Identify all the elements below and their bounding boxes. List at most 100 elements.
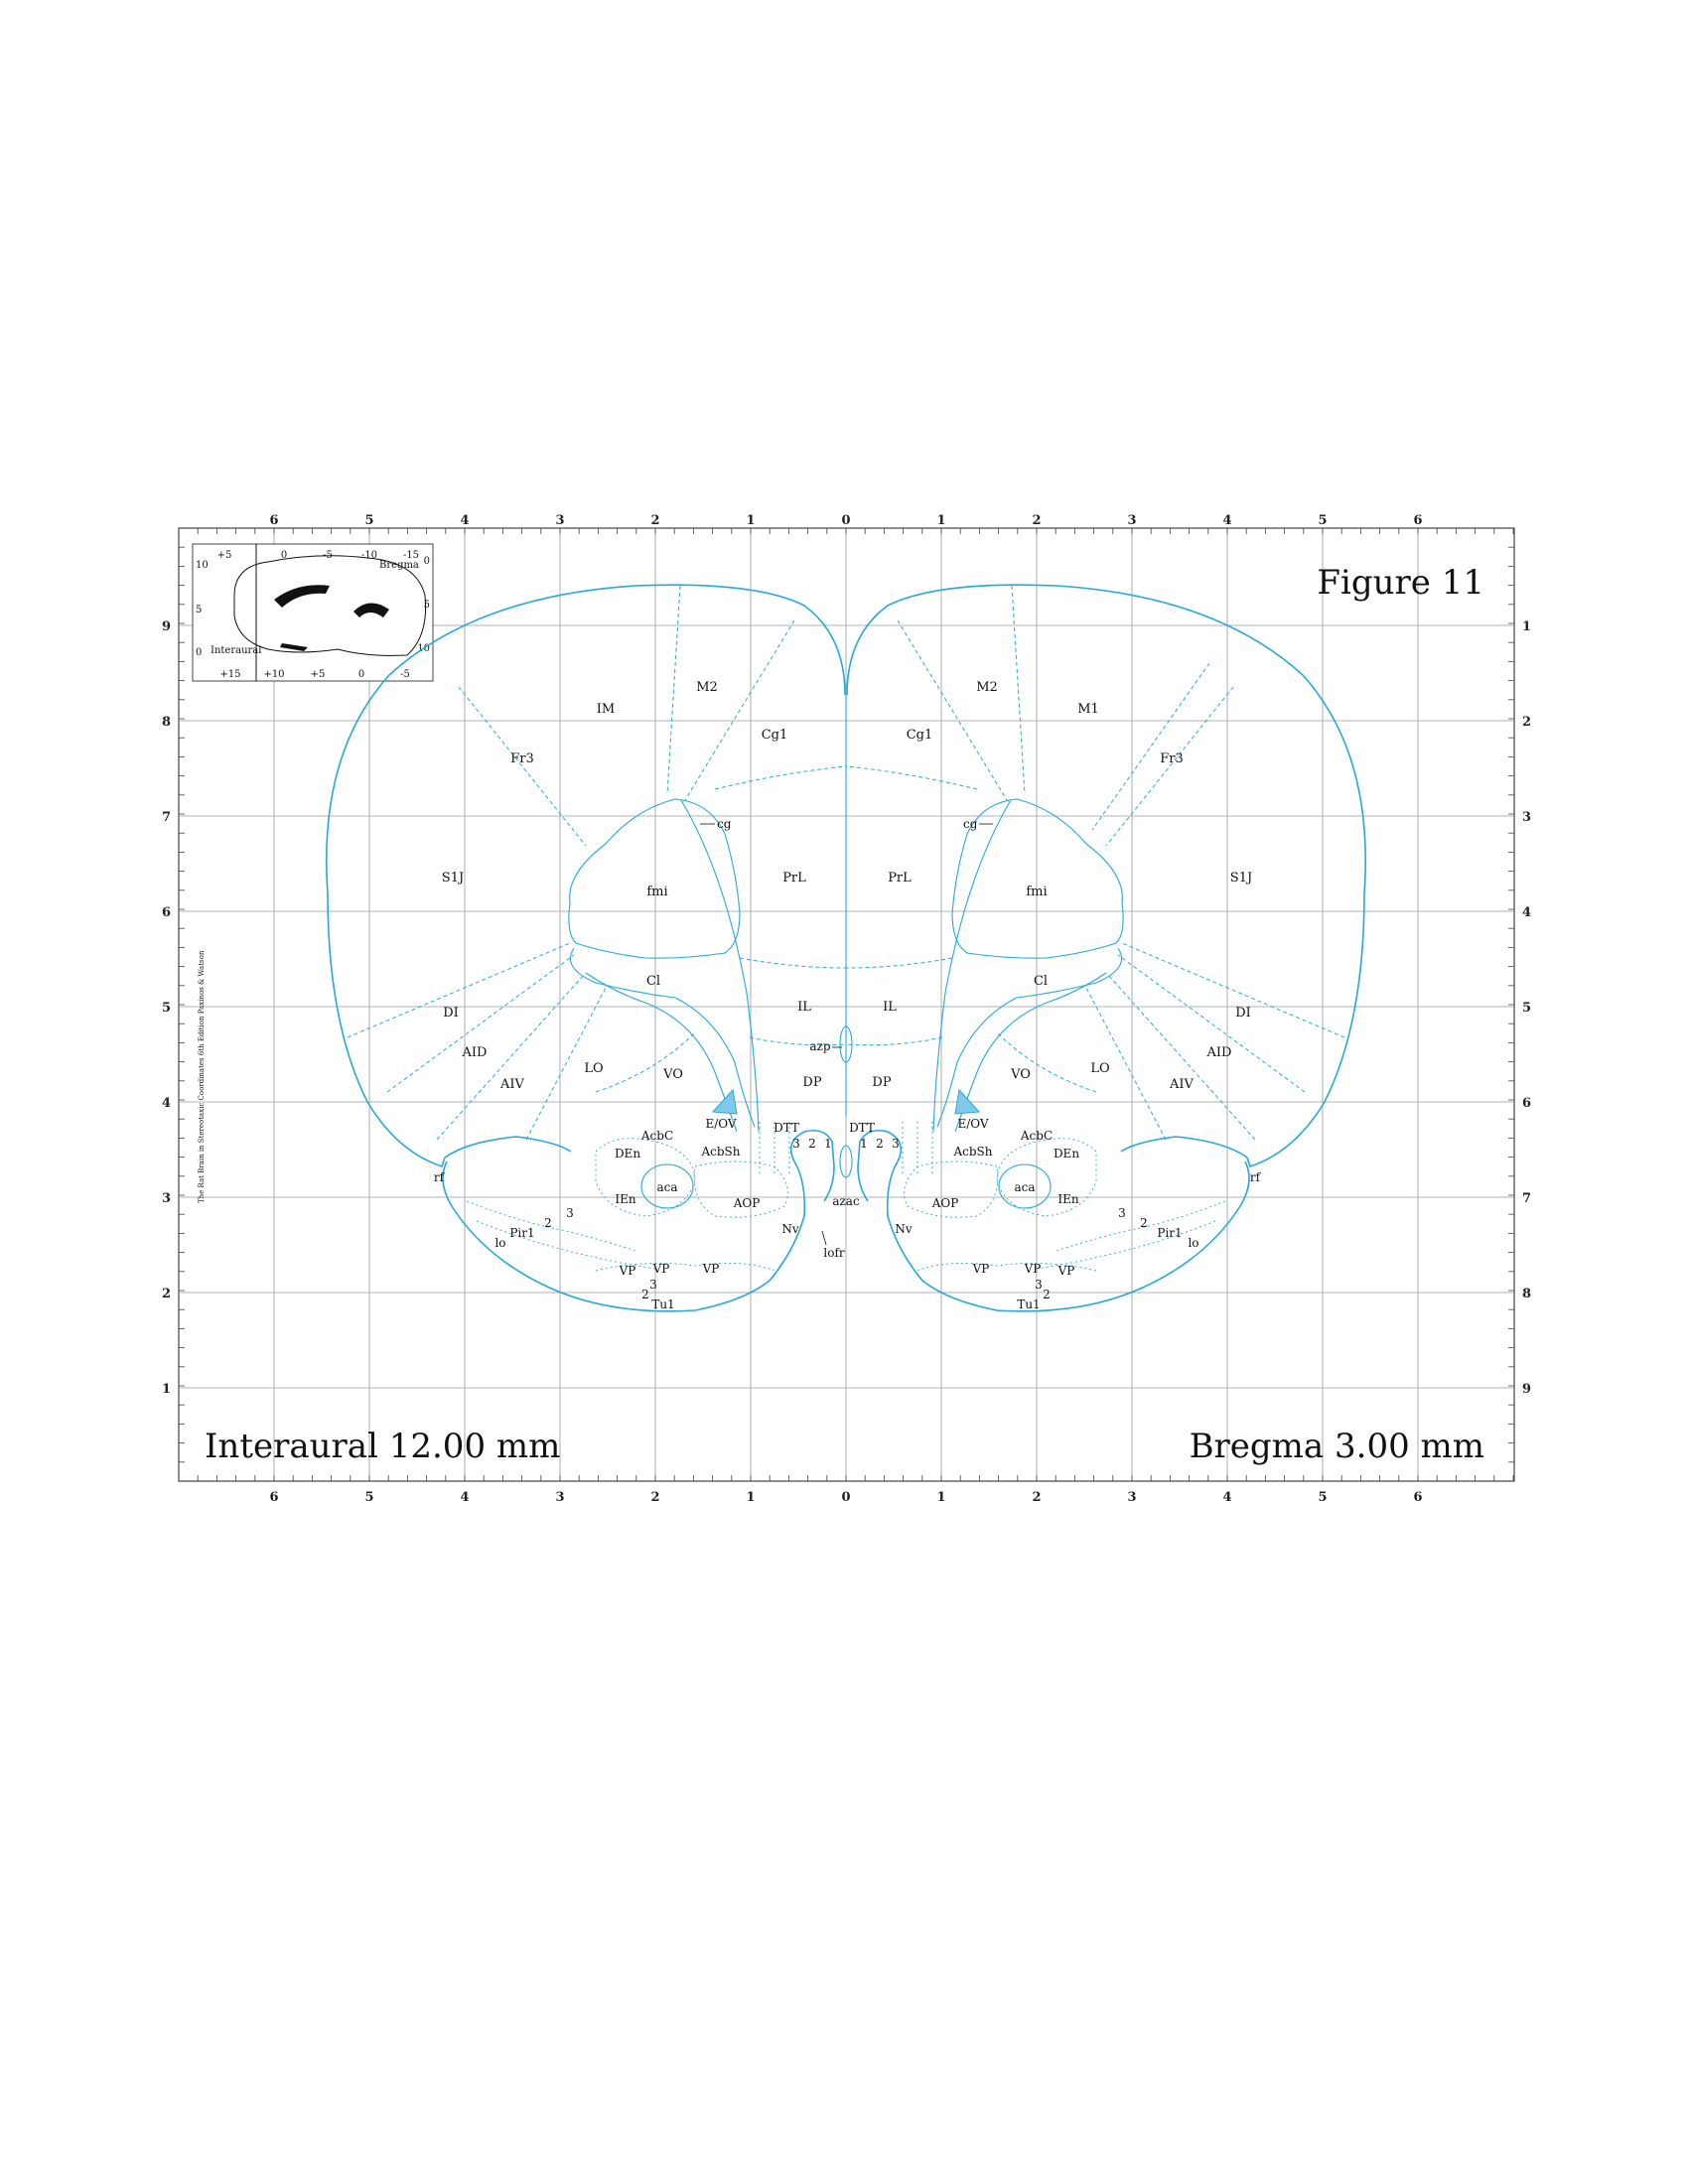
left-vp-row (595, 1262, 775, 1272)
region-label-pir1-right: Pir1 (1157, 1226, 1182, 1240)
inset-left-tick: 10 (196, 560, 209, 571)
figure-title: Figure 11 (1317, 563, 1484, 603)
region-label-m1-right: M1 (1077, 702, 1099, 717)
region-label-vp-2-right: VP (1024, 1262, 1042, 1276)
region-label-s1j-right: S1J (1230, 871, 1252, 886)
region-label-dp-right: DP (872, 1075, 891, 1090)
region-label-cl-right: Cl (1034, 974, 1048, 989)
tu-layer-2: 2 (641, 1288, 649, 1301)
brain-section (325, 584, 1367, 1312)
right-di-boundary (1121, 942, 1345, 1038)
top-tick: 6 (1413, 513, 1422, 528)
right-prl-il-boundary (845, 957, 953, 969)
region-label-eov-right: E/OV (957, 1117, 988, 1131)
region-label-vp-3-right: VP (1057, 1264, 1075, 1278)
left-aca-ellipse (640, 1163, 694, 1209)
inset-top-tick: -10 (361, 550, 377, 561)
region-label-aid: AID (462, 1045, 488, 1060)
bottom-tick: 5 (364, 1490, 373, 1505)
left-cl-band-inner (585, 972, 738, 1133)
region-label-eov: E/OV (705, 1117, 736, 1131)
region-label-cg: cg (717, 817, 732, 831)
region-label-fmi-right: fmi (1026, 885, 1047, 899)
left-tick: 5 (162, 1001, 171, 1016)
right-lo-vo-boundary (1085, 987, 1167, 1141)
left-tick: 1 (162, 1382, 171, 1397)
dtt-layer-1-right: 1 (860, 1137, 868, 1151)
region-label-cg1-right: Cg1 (907, 728, 933, 743)
left-aop-outline (693, 1160, 788, 1218)
interaural-label: Interaural 12.00 mm (205, 1427, 560, 1466)
sagittal-inset: +5 0 -5 -10 -15 +15 +10 +5 0 -5 10 5 0 0… (192, 543, 434, 682)
credit-text: The Rat Brain in Stereotaxic Coordinates… (198, 950, 206, 1203)
left-cg-line (680, 799, 760, 1133)
dtt-layer-1: 1 (824, 1137, 832, 1151)
region-label-di-right: DI (1235, 1006, 1251, 1021)
left-dtt-strip (759, 1122, 790, 1176)
left-region-labels: IM M2 Cg1 Fr3 cg S1J fmi PrL Cl IL DI AI… (434, 680, 832, 1311)
region-label-fr3-right: Fr3 (1160, 751, 1184, 766)
region-label-tu1: Tu1 (651, 1297, 674, 1311)
left-acb-outline (595, 1138, 696, 1217)
region-label-ien: IEn (615, 1192, 636, 1206)
right-acb-outline (996, 1138, 1097, 1217)
inset-top-tick: +5 (217, 550, 232, 561)
region-label-cg1: Cg1 (762, 728, 788, 743)
right-tick: 7 (1522, 1191, 1531, 1206)
region-label-aop: AOP (733, 1196, 761, 1210)
inset-hippocampus (353, 603, 389, 617)
region-label-vp-2: VP (652, 1262, 670, 1276)
bottom-tick: 4 (1222, 1490, 1231, 1505)
left-cg1-prl-boundary (714, 765, 847, 790)
bottom-tick: 5 (1318, 1490, 1327, 1505)
right-tick: 9 (1522, 1382, 1531, 1397)
inset-left-tick: 0 (196, 647, 202, 658)
region-label-vo-right: VO (1010, 1067, 1031, 1082)
right-tick: 4 (1522, 905, 1531, 920)
right-olfactory-outline (857, 1129, 1250, 1312)
right-cl-band (936, 947, 1123, 1128)
top-tick: 4 (1222, 513, 1231, 528)
right-axis-labels: 1 2 3 4 5 6 7 8 9 (1522, 619, 1531, 1397)
right-vo-lower (996, 1031, 1097, 1093)
region-label-il-right: IL (883, 1000, 897, 1015)
right-cg-line (932, 799, 1012, 1133)
region-label-azac: azac (832, 1194, 860, 1208)
region-label-acbsh: AcbSh (700, 1145, 740, 1159)
inset-fiber (280, 643, 308, 651)
top-tick: 1 (936, 513, 945, 528)
region-label-fr3: Fr3 (510, 751, 534, 766)
right-il-dp-boundary (845, 1036, 943, 1046)
left-fmi-outline (568, 798, 741, 959)
right-tick: 1 (1522, 619, 1531, 634)
inset-right-tick: 0 (424, 556, 430, 567)
region-label-aiv: AIV (499, 1077, 525, 1092)
bottom-tick: 6 (269, 1490, 278, 1505)
left-eov-marker (711, 1088, 738, 1115)
right-tick: 6 (1522, 1096, 1531, 1111)
left-axis-labels: 9 8 7 6 5 4 3 2 1 (162, 619, 171, 1397)
left-di-boundary (347, 942, 571, 1038)
region-label-aiv-right: AIV (1169, 1077, 1195, 1092)
inset-bottom-tick: +5 (311, 669, 326, 680)
bottom-tick: 1 (746, 1490, 755, 1505)
right-tick: 2 (1522, 715, 1531, 730)
right-m2-cg1-boundary (897, 619, 1008, 801)
region-label-il: IL (797, 1000, 811, 1015)
top-axis-labels: 6 5 4 3 2 1 0 1 2 3 4 5 6 (269, 513, 1422, 528)
region-label-ien-right: IEn (1057, 1192, 1079, 1206)
right-vp-row (916, 1262, 1097, 1272)
right-cl-band-inner (954, 972, 1107, 1133)
inset-interaural-label: Interaural (211, 645, 261, 656)
region-label-acbc: AcbC (640, 1129, 673, 1143)
right-region-labels: M2 M1 Cg1 Fr3 cg S1J fmi PrL Cl IL DI AI… (849, 680, 1262, 1311)
region-label-fmi: fmi (646, 885, 667, 899)
inset-top-tick: -5 (323, 550, 333, 561)
left-tick: 7 (162, 810, 171, 825)
bottom-tick: 2 (650, 1490, 659, 1505)
inset-bottom-tick: 0 (358, 669, 364, 680)
region-label-lo: LO (584, 1061, 603, 1076)
region-label-nv-right: Nv (895, 1222, 913, 1236)
right-aca-ellipse (998, 1163, 1052, 1209)
inset-bottom-tick: -5 (400, 669, 410, 680)
